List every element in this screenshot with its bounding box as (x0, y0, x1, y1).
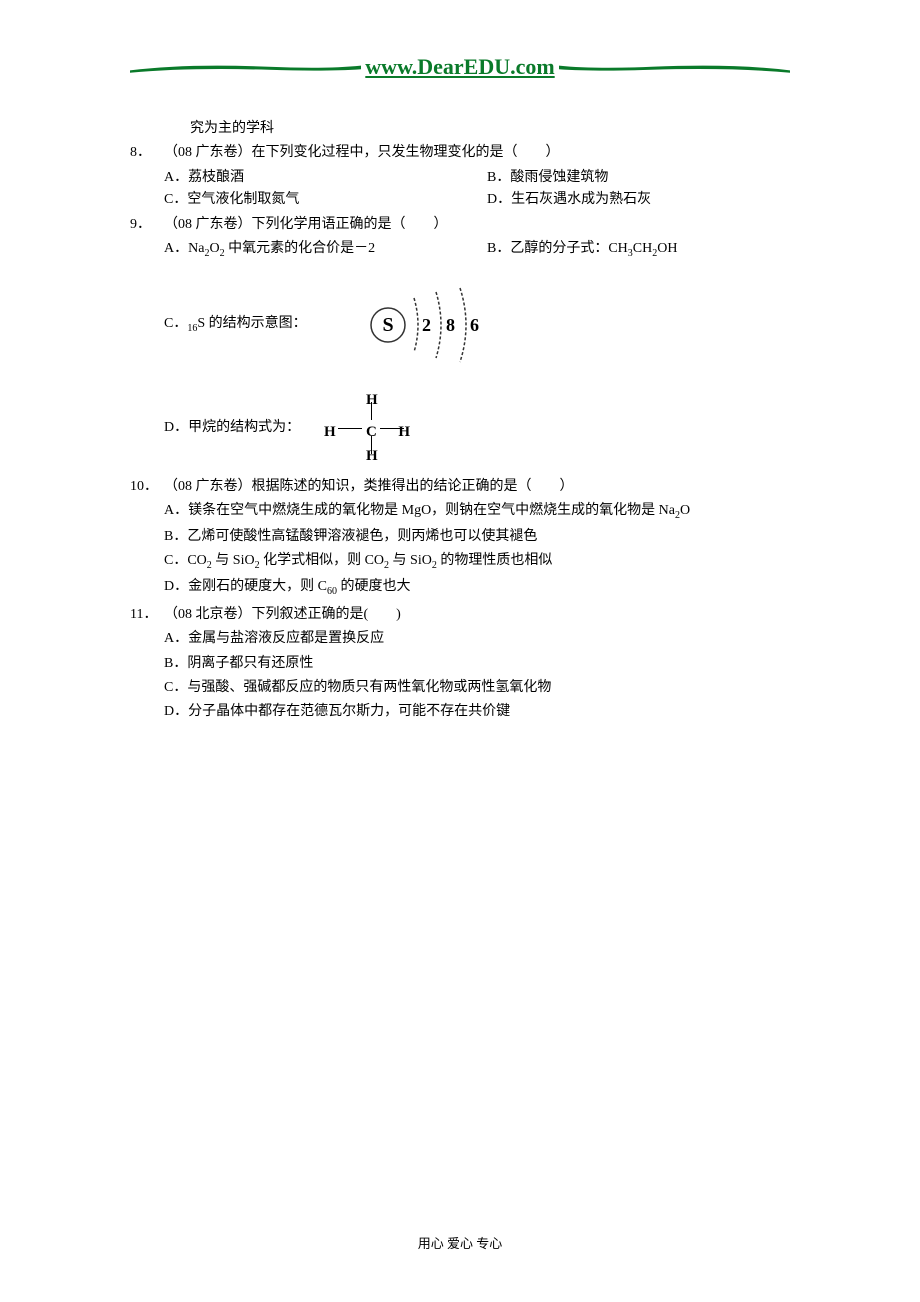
shell-6: 6 (470, 315, 479, 335)
question-11: 11． （08 北京卷）下列叙述正确的是( ) A．金属与盐溶液反应都是置换反应… (130, 604, 810, 726)
option-d-text: 金刚石的硬度大，则 C60 的硬度也大 (188, 579, 410, 594)
header-banner: www.DearEDU.com (130, 52, 790, 82)
bond (338, 428, 362, 429)
option-c-row: C．16S 的结构示意图： S 2 8 6 (164, 280, 810, 370)
option-b: B．乙烯可使酸性高锰酸钾溶液褪色，则丙烯也可以使其褪色 (164, 526, 810, 548)
stem-text: 下列叙述正确的是( ) (252, 607, 401, 622)
question-number: 10． (130, 476, 164, 602)
option-a: A．荔枝酿酒 (164, 167, 487, 189)
stem-text: 在下列变化过程中，只发生物理变化的是（ ） (252, 145, 560, 160)
question-stem: （08 广东卷）下列化学用语正确的是（ ） (164, 214, 810, 236)
banner-url: www.DearEDU.com (361, 54, 558, 80)
option-b: B．阴离子都只有还原性 (164, 653, 810, 675)
question-number: 11． (130, 604, 164, 726)
option-c: C．CO2 与 SiO2 化学式相似，则 CO2 与 SiO2 的物理性质也相似 (164, 550, 810, 574)
swoosh-left (130, 61, 361, 73)
s-label: S (382, 314, 393, 336)
options: A．镁条在空气中燃烧生成的氧化物是 MgO，则钠在空气中燃烧生成的氧化物是 Na… (164, 500, 810, 600)
option-c: C．空气液化制取氮气 (164, 189, 487, 211)
swoosh-right (559, 61, 790, 73)
option-a: A．镁条在空气中燃烧生成的氧化物是 MgO，则钠在空气中燃烧生成的氧化物是 Na… (164, 500, 810, 524)
stem-text: 下列化学用语正确的是（ ） (252, 217, 448, 232)
shell-8: 8 (446, 315, 455, 335)
option-d: D．分子晶体中都存在范德瓦尔斯力，可能不存在共价键 (164, 701, 810, 723)
orphan-line: 究为主的学科 (130, 118, 810, 140)
option-d-row: D．甲烷的结构式为： H H C H H (164, 388, 810, 468)
question-source: （08 广东卷） (164, 479, 252, 494)
question-number: 9． (130, 214, 164, 474)
content-area: 究为主的学科 8． （08 广东卷）在下列变化过程中，只发生物理变化的是（ ） … (130, 118, 810, 728)
ch4-h-left: H (324, 420, 336, 444)
option-a: A．Na2O2 中氧元素的化合价是－2 (164, 238, 487, 262)
question-source: （08 广东卷） (164, 217, 252, 232)
option-a-text: 镁条在空气中燃烧生成的氧化物是 MgO，则钠在空气中燃烧生成的氧化物是 Na2O (188, 503, 690, 518)
options-ab: A．Na2O2 中氧元素的化合价是－2 B．乙醇的分子式：CH3CH2OH (164, 238, 810, 262)
option-c-text: CO2 与 SiO2 化学式相似，则 CO2 与 SiO2 的物理性质也相似 (187, 553, 552, 568)
question-10: 10． （08 广东卷）根据陈述的知识，类推得出的结论正确的是（ ） A．镁条在… (130, 476, 810, 602)
question-source: （08 广东卷） (164, 145, 252, 160)
question-8: 8． （08 广东卷）在下列变化过程中，只发生物理变化的是（ ） A．荔枝酿酒 … (130, 142, 810, 211)
s-structure-figure: S 2 8 6 (364, 280, 494, 370)
shell-2: 2 (422, 315, 431, 335)
option-c: C．16S 的结构示意图： (164, 313, 364, 337)
stem-text: 根据陈述的知识，类推得出的结论正确的是（ ） (252, 479, 574, 494)
ch4-figure: H H C H H (324, 388, 424, 468)
question-number: 8． (130, 142, 164, 211)
question-stem: （08 北京卷）下列叙述正确的是( ) (164, 604, 810, 626)
question-stem: （08 广东卷）在下列变化过程中，只发生物理变化的是（ ） (164, 142, 810, 164)
question-stem: （08 广东卷）根据陈述的知识，类推得出的结论正确的是（ ） (164, 476, 810, 498)
option-b: B．酸雨侵蚀建筑物 (487, 167, 810, 189)
ch4-h-bottom: H (366, 444, 378, 468)
options: A．荔枝酿酒 B．酸雨侵蚀建筑物 C．空气液化制取氮气 D．生石灰遇水成为熟石灰 (164, 167, 810, 212)
option-d: D．甲烷的结构式为： (164, 417, 324, 439)
option-a-text: Na2O2 中氧元素的化合价是－2 (188, 241, 375, 256)
option-b-text: 乙烯可使酸性高锰酸钾溶液褪色，则丙烯也可以使其褪色 (187, 529, 537, 544)
bond (371, 402, 372, 420)
ch4-h-right: H (398, 420, 410, 444)
option-c: C．与强酸、强碱都反应的物质只有两性氧化物或两性氢氧化物 (164, 677, 810, 699)
option-c-text: 16S 的结构示意图： (187, 316, 306, 331)
question-source: （08 北京卷） (164, 607, 252, 622)
option-b-text: 乙醇的分子式：CH3CH2OH (510, 241, 677, 256)
option-a: A．金属与盐溶液反应都是置换反应 (164, 628, 810, 650)
option-d-text: 甲烷的结构式为： (188, 420, 300, 435)
option-b: B．乙醇的分子式：CH3CH2OH (487, 238, 810, 262)
option-d: D．金刚石的硬度大，则 C60 的硬度也大 (164, 576, 810, 600)
question-9: 9． （08 广东卷）下列化学用语正确的是（ ） A．Na2O2 中氧元素的化合… (130, 214, 810, 474)
option-d: D．生石灰遇水成为熟石灰 (487, 189, 810, 211)
footer: 用心 爱心 专心 (0, 1233, 920, 1252)
options: A．金属与盐溶液反应都是置换反应 B．阴离子都只有还原性 C．与强酸、强碱都反应… (164, 628, 810, 724)
